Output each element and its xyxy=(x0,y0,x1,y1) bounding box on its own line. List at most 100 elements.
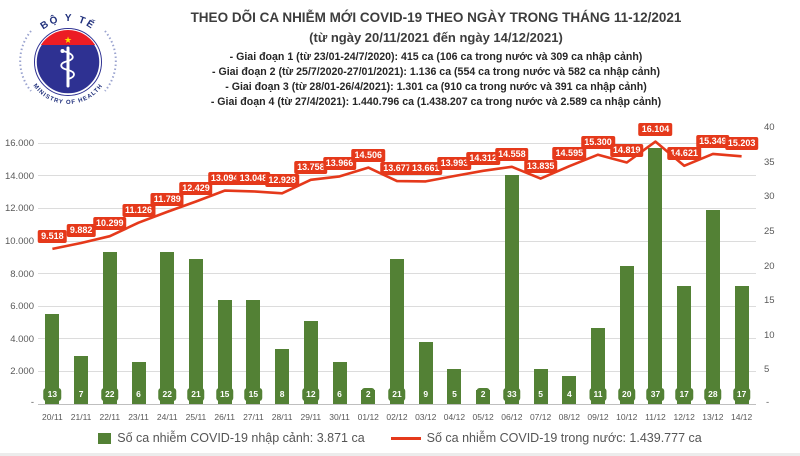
bar xyxy=(275,348,290,404)
bar-value-label: 6 xyxy=(132,388,145,401)
right-axis-tick-label: 40 xyxy=(764,122,775,133)
line-value-label: 13.094 xyxy=(207,171,242,185)
header: THEO DÕI CA NHIỄM MỚI COVID-19 THEO NGÀY… xyxy=(112,9,760,110)
bar-value-label: 33 xyxy=(503,388,521,401)
legend-bar-label: Số ca nhiễm COVID-19 nhập cảnh: 3.871 ca xyxy=(117,431,365,445)
x-axis-label: 14/12 xyxy=(730,412,753,422)
bar xyxy=(160,251,175,404)
right-axis-tick-label: 5 xyxy=(764,364,770,376)
line-value-label: 13.835 xyxy=(523,159,558,173)
left-axis-tick-label: 2.000 xyxy=(10,366,34,378)
bar xyxy=(619,265,634,404)
x-axis-label: 26/11 xyxy=(214,412,235,422)
bar-value-label: 5 xyxy=(448,388,461,401)
x-axis-label: 22/11 xyxy=(99,412,121,422)
phase-summary-list: - Giai đoạn 1 (từ 23/01-24/7/2020): 415 … xyxy=(112,50,760,110)
left-axis-zero-label: - xyxy=(30,397,34,408)
line-value-label: 13.993 xyxy=(437,156,472,170)
gridline xyxy=(38,175,756,177)
x-axis-label: 09/12 xyxy=(587,412,609,422)
line-value-label: 13.677 xyxy=(380,162,414,176)
x-axis-label: 20/11 xyxy=(42,412,63,422)
gridline xyxy=(38,142,756,144)
logo-outer-ring xyxy=(34,28,102,96)
bar xyxy=(45,313,60,404)
bar-value-label: 12 xyxy=(302,388,320,401)
line-value-label: 11.789 xyxy=(150,192,184,206)
x-axis-label: 24/11 xyxy=(156,412,178,422)
laurel-left-decoration xyxy=(19,30,32,92)
phase-2-summary: - Giai đoạn 2 (từ 25/7/2020-27/01/2021):… xyxy=(211,66,660,78)
bar-value-label: 15 xyxy=(215,388,234,401)
x-axis-label: 01/12 xyxy=(357,412,379,422)
bar xyxy=(418,341,433,404)
bar-value-label: 2 xyxy=(361,388,375,401)
x-axis-line xyxy=(38,404,756,405)
line-value-label: 14.595 xyxy=(552,147,587,161)
line-value-label: 10.299 xyxy=(93,217,127,231)
bar xyxy=(705,210,720,404)
bar xyxy=(447,369,462,404)
x-axis-label: 07/12 xyxy=(529,412,552,422)
bar-value-label: 5 xyxy=(534,388,547,401)
x-axis-label: 10/12 xyxy=(616,412,638,422)
ministry-of-health-logo-graphic: BỘ Y TẾ MINISTRY OF HEALTH ★ xyxy=(19,12,117,106)
bar xyxy=(102,251,117,404)
bar-value-label: 28 xyxy=(704,388,722,401)
gridline xyxy=(38,273,756,275)
x-axis-label: 05/12 xyxy=(472,412,494,422)
bar xyxy=(476,390,491,404)
domestic-cases-line xyxy=(52,140,742,251)
x-axis-label: 30/11 xyxy=(329,412,350,422)
right-axis-tick-label: 15 xyxy=(764,295,775,307)
bar xyxy=(246,300,261,404)
bar xyxy=(591,327,606,404)
gridline xyxy=(38,305,756,307)
bar-value-label: 17 xyxy=(732,388,751,401)
gridline xyxy=(38,370,756,372)
x-axis-label: 04/12 xyxy=(443,412,466,422)
bar xyxy=(677,286,692,404)
line-value-label: 15.203 xyxy=(724,137,759,151)
x-axis-label: 12/12 xyxy=(673,412,695,422)
line-value-label: 14.558 xyxy=(495,147,529,161)
bar xyxy=(188,258,203,404)
bar-value-label: 21 xyxy=(187,388,205,401)
legend-item-domestic: Số ca nhiễm COVID-19 trong nước: 1.439.7… xyxy=(390,431,702,445)
line-value-label: 15.349 xyxy=(696,134,730,148)
line-value-label: 13.048 xyxy=(236,172,271,186)
bar-value-label: 6 xyxy=(333,388,346,401)
logo-red-segment xyxy=(40,30,96,45)
bar-value-label: 20 xyxy=(618,388,636,401)
left-axis-tick-label: 12.000 xyxy=(4,203,34,215)
x-axis-label: 02/12 xyxy=(386,412,408,422)
x-axis-label: 21/11 xyxy=(70,412,92,422)
line-value-label: 9.518 xyxy=(38,229,67,243)
right-axis-zero-label: - xyxy=(766,397,770,408)
bar xyxy=(562,376,577,404)
bar-value-label: 13 xyxy=(43,388,62,401)
legend-line-label: Số ca nhiễm COVID-19 trong nước: 1.439.7… xyxy=(426,431,702,445)
phase-4-summary: - Giai đoạn 4 (từ 27/4/2021): 1.440.796 … xyxy=(210,96,662,108)
x-axis-label: 29/11 xyxy=(300,412,322,422)
line-value-label: 13.661 xyxy=(408,162,443,176)
right-axis-tick-label: 35 xyxy=(764,156,775,168)
bar-value-label: 22 xyxy=(158,388,176,401)
line-value-label: 16.104 xyxy=(638,122,673,136)
line-value-label: 13.758 xyxy=(294,160,328,174)
logo-top-text: BỘ Y TẾ xyxy=(39,12,99,32)
phase-3-summary: - Giai đoạn 3 (từ 28/01-26/4/2021): 1.30… xyxy=(225,81,647,93)
left-axis-tick-label: 16.000 xyxy=(4,138,34,150)
bar-value-label: 15 xyxy=(244,388,263,401)
legend-line-swatch-icon xyxy=(390,436,421,440)
ministry-of-health-logo: BỘ Y TẾ MINISTRY OF HEALTH ★ xyxy=(14,2,122,112)
line-value-label: 14.506 xyxy=(351,148,386,162)
left-axis-tick-label: 14.000 xyxy=(4,170,34,182)
legend: Số ca nhiễm COVID-19 nhập cảnh: 3.871 ca… xyxy=(0,431,800,445)
chart-title: THEO DÕI CA NHIỄM MỚI COVID-19 THEO NGÀY… xyxy=(190,10,682,25)
left-axis-tick-label: 8.000 xyxy=(10,268,34,280)
line-value-label: 14.621 xyxy=(667,146,701,160)
line-value-label: 9.882 xyxy=(66,223,96,237)
bar xyxy=(361,390,376,404)
